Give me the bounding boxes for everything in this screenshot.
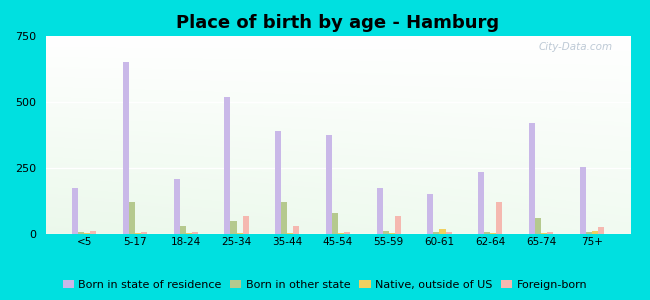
Bar <box>174 178 179 234</box>
Bar <box>439 229 446 234</box>
Bar <box>529 123 535 234</box>
Bar <box>592 231 598 234</box>
Bar <box>389 233 395 234</box>
Bar <box>192 232 198 234</box>
Bar <box>598 226 604 234</box>
Bar <box>135 233 141 234</box>
Bar <box>427 194 434 234</box>
Bar <box>242 215 249 234</box>
Bar <box>497 202 502 234</box>
Bar <box>230 221 237 234</box>
Bar <box>580 167 586 234</box>
Bar <box>186 233 192 234</box>
Legend: Born in state of residence, Born in other state, Native, outside of US, Foreign-: Born in state of residence, Born in othe… <box>58 275 592 294</box>
Bar <box>586 232 592 234</box>
Bar <box>541 233 547 234</box>
Bar <box>275 131 281 234</box>
Bar <box>84 233 90 234</box>
Bar <box>224 97 230 234</box>
Bar <box>484 232 490 234</box>
Bar <box>287 233 293 234</box>
Bar <box>434 232 439 234</box>
Bar <box>293 226 300 234</box>
Bar <box>376 188 383 234</box>
Bar <box>90 231 96 234</box>
Bar <box>547 232 553 234</box>
Bar <box>478 172 484 234</box>
Bar <box>123 62 129 234</box>
Bar <box>383 231 389 234</box>
Bar <box>490 233 497 234</box>
Bar <box>179 226 186 234</box>
Title: Place of birth by age - Hamburg: Place of birth by age - Hamburg <box>176 14 500 32</box>
Bar <box>72 188 78 234</box>
Bar <box>535 218 541 234</box>
Bar <box>141 232 147 234</box>
Text: City-Data.com: City-Data.com <box>539 42 613 52</box>
Bar <box>338 233 344 234</box>
Bar <box>326 135 332 234</box>
Bar <box>395 215 401 234</box>
Bar <box>237 233 242 234</box>
Bar <box>78 232 84 234</box>
Bar <box>344 232 350 234</box>
Bar <box>332 213 338 234</box>
Bar <box>446 232 452 234</box>
Bar <box>281 202 287 234</box>
Bar <box>129 202 135 234</box>
